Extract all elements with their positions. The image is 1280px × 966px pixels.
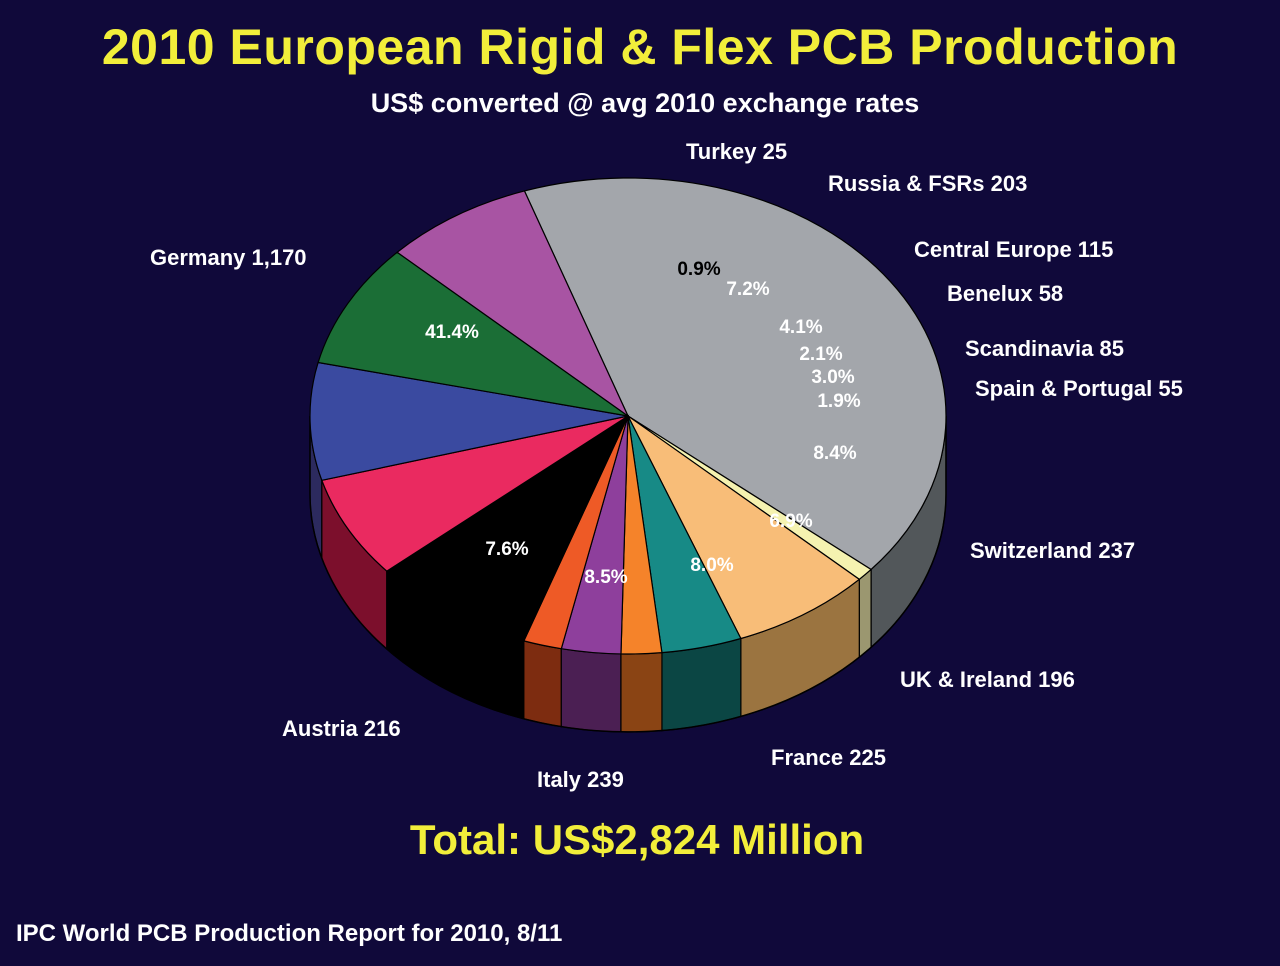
pie-side-walls — [309, 415, 947, 733]
chart-subtitle: US$ converted @ avg 2010 exchange rates — [370, 88, 920, 118]
slice-italy — [317, 251, 629, 417]
percent-label-switzerland: 8.4% — [813, 443, 856, 464]
source-note: IPC World PCB Production Report for 2010… — [16, 920, 563, 947]
slice-uk-and-ireland — [321, 415, 629, 572]
category-label-france: France 225 — [771, 745, 886, 770]
total-label: Total: US$2,824 Million — [409, 816, 865, 863]
side-wall-benelux — [620, 651, 663, 733]
slice-switzerland — [385, 414, 630, 642]
percent-label-austria: 7.6% — [485, 539, 528, 560]
category-label-russia-and-fsrs: Russia & FSRs 203 — [828, 171, 1027, 196]
slice-germany — [523, 177, 947, 571]
category-label-spain-and-portugal: Spain & Portugal 55 — [975, 376, 1183, 401]
category-label-austria: Austria 216 — [282, 716, 401, 741]
slice-austria — [396, 190, 630, 418]
percent-labels: 41.4% 0.9% 7.2% 4.1% 2.1%3.0% 1.9% 8.4% 6.9% 8.0… — [425, 259, 861, 588]
percent-label-turkey: 0.9% — [677, 259, 720, 280]
percent-label-france: 8.0% — [690, 555, 733, 576]
percent-label-uk-and-ireland: 6.9% — [769, 511, 812, 532]
side-wall-scandinavia — [560, 648, 622, 733]
percent-label-russia-and-fsrs: 7.2% — [726, 279, 769, 300]
side-wall-turkey — [858, 568, 872, 659]
category-label-scandinavia: Scandinavia 85 — [965, 336, 1124, 361]
category-label-benelux: Benelux 58 — [947, 281, 1063, 306]
side-wall-central-europe — [661, 637, 742, 732]
percent-label-germany: 41.4% — [425, 322, 479, 343]
pie-rim-outline — [309, 416, 947, 733]
category-label-switzerland: Switzerland 237 — [970, 538, 1135, 563]
category-label-central-europe: Central Europe 115 — [914, 237, 1113, 262]
pie-top-slices — [309, 177, 947, 655]
category-label-germany: Germany 1,170 — [150, 245, 307, 270]
slice-france — [309, 361, 629, 482]
category-label-italy: Italy 239 — [537, 767, 624, 792]
category-labels: Germany 1,170 Turkey 25 Russia & FSRs 203 C… — [150, 139, 1183, 792]
percent-label-central-europe: 4.1% — [779, 317, 822, 338]
slice-russia-and-fsrs — [627, 415, 861, 640]
percent-label-scandinavia: 3.0% — [811, 367, 854, 388]
percent-label-italy: 8.5% — [584, 567, 627, 588]
category-label-uk-and-ireland: UK & Ireland 196 — [900, 667, 1075, 692]
percent-label-benelux: 2.1% — [799, 344, 842, 365]
category-label-turkey: Turkey 25 — [686, 139, 787, 164]
chart-title: 2010 European Rigid & Flex PCB Productio… — [101, 19, 1179, 75]
side-wall-spain-and-portugal — [523, 640, 562, 728]
percent-label-spain-and-portugal: 1.9% — [817, 391, 860, 412]
